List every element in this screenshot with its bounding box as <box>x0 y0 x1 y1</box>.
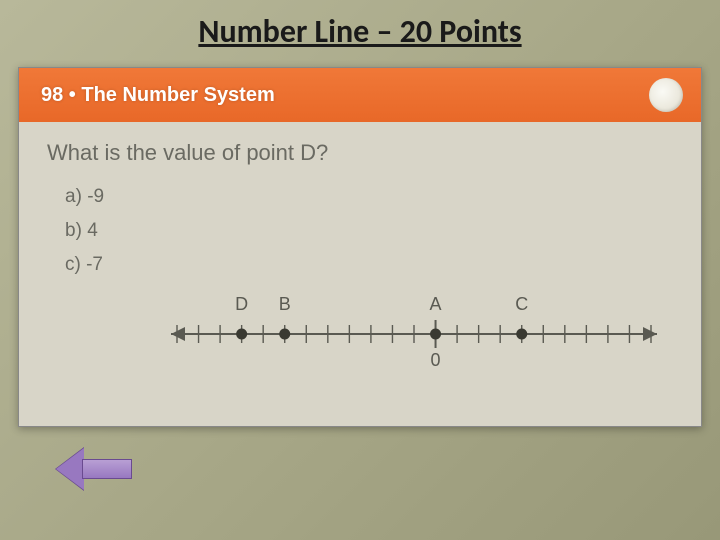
textbook-photo: 98 • The Number System What is the value… <box>18 67 702 427</box>
svg-text:A: A <box>430 294 442 314</box>
option-label: c) <box>65 254 81 275</box>
option-c: c) -7 <box>65 254 673 276</box>
option-label: b) <box>65 220 82 241</box>
answer-options: a) -9 b) 4 c) -7 <box>65 186 673 276</box>
option-label: a) <box>65 186 82 207</box>
option-value: -9 <box>87 186 104 207</box>
svg-text:B: B <box>279 294 291 314</box>
option-value: 4 <box>87 220 98 241</box>
numberline: D B A C 0 <box>159 278 669 388</box>
svg-text:C: C <box>515 294 528 314</box>
svg-text:D: D <box>235 294 248 314</box>
banner-text: 98 • The Number System <box>41 84 275 107</box>
arrow-body-icon <box>82 459 132 479</box>
option-b: b) 4 <box>65 220 673 242</box>
question-text: What is the value of point D? <box>47 140 673 166</box>
svg-text:0: 0 <box>431 350 441 370</box>
option-value: -7 <box>86 254 103 275</box>
slide-title: Number Line – 20 Points <box>0 0 720 59</box>
chapter-banner: 98 • The Number System <box>19 68 701 122</box>
back-arrow-button[interactable] <box>56 448 140 490</box>
binder-hole <box>649 78 683 112</box>
option-a: a) -9 <box>65 186 673 208</box>
arrow-head-icon <box>56 448 84 490</box>
page-body: What is the value of point D? a) -9 b) 4… <box>19 122 701 306</box>
